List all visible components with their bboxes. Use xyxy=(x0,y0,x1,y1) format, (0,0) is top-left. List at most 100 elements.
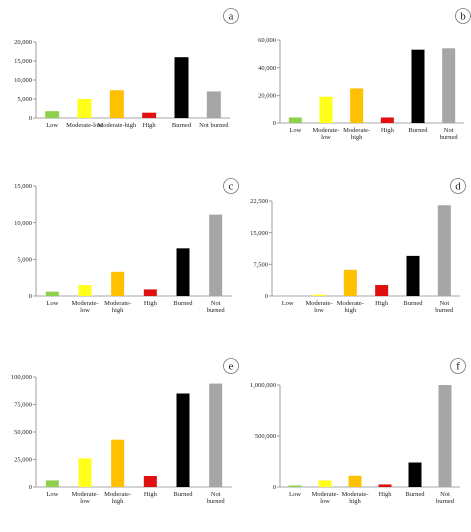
panel-badge-letter: d xyxy=(455,181,461,193)
chart-svg-a: 0 5,000 10,000 15,000 20,000 Low Moderate-lowM… xyxy=(14,8,239,129)
bar-not-burned xyxy=(437,205,451,296)
y-tick-label: 100,000 xyxy=(11,374,32,381)
bar-low xyxy=(288,485,302,487)
category-label: Moderate-high xyxy=(104,300,131,314)
bar-burned xyxy=(406,255,420,296)
category-label: Moderate-low xyxy=(71,491,98,505)
category-label: Moderate-low xyxy=(71,300,98,314)
y-tick-label: 50,000 xyxy=(14,429,32,436)
y-tick-label: 0 xyxy=(273,120,276,127)
panel-badge-circle xyxy=(223,8,239,24)
category-label: Low xyxy=(46,122,58,129)
y-tick-label: 40,000 xyxy=(258,65,276,72)
bar-moderate-high xyxy=(111,439,125,487)
category-label: Burned xyxy=(408,127,428,134)
category-label: Low xyxy=(289,491,301,498)
category-label: Moderate-high xyxy=(343,127,370,141)
bar-high xyxy=(143,476,157,487)
y-tick-label: 7,500 xyxy=(253,262,268,269)
panel-badge-circle xyxy=(223,358,239,374)
bar-low xyxy=(45,291,59,296)
y-tick-label: 20,000 xyxy=(258,93,276,100)
bar-moderate-low xyxy=(319,96,333,123)
panel-badge-letter: e xyxy=(229,361,234,373)
chart-panel-d: 0 7,500 15,000 22,500 Low Moderate-low Moderat… xyxy=(236,170,471,325)
category-label: Moderate-low xyxy=(305,300,332,314)
chart-svg-f: 0 500,000 1,000,000 Low Moderate-lowModerate… xyxy=(250,358,466,505)
panel-badge-circle xyxy=(223,178,239,194)
y-tick-label: 10,000 xyxy=(14,77,32,84)
category-label: Moderate-high xyxy=(337,300,364,314)
category-label: Burned xyxy=(405,491,425,498)
category-label: Burned xyxy=(173,491,193,498)
bar-moderate-high xyxy=(109,90,124,118)
chart-svg-d: 0 7,500 15,000 22,500 Low Moderate-low Moderat… xyxy=(250,178,466,314)
y-tick-label: 25,000 xyxy=(14,457,32,464)
panel-badge-letter: c xyxy=(229,181,234,193)
bar-low xyxy=(288,117,302,123)
chart-svg-e: 0 25,000 50,000 75,000 100,000 Low Moderate-lo… xyxy=(11,358,239,505)
category-label: Burned xyxy=(403,300,423,307)
bar-high xyxy=(378,484,392,487)
category-label: High xyxy=(379,491,393,498)
y-tick-label: 0 xyxy=(265,293,268,300)
y-tick-label: 0 xyxy=(29,293,32,300)
chart-panel-a: 0 5,000 10,000 15,000 20,000 Low Moderate-low M… xyxy=(0,0,240,150)
panel-badge-letter: f xyxy=(456,361,460,373)
bar-burned xyxy=(176,393,190,487)
bar-high xyxy=(380,117,394,123)
bar-not-burned xyxy=(206,91,221,118)
category-label: Low xyxy=(289,127,301,134)
chart-panel-e: 0 25,000 50,000 75,000 100,000 Low Moderate-lo… xyxy=(0,350,240,527)
y-tick-label: 0 xyxy=(29,115,32,122)
category-label: Not burned xyxy=(207,300,226,314)
chart-svg-b: 0 20,000 40,000 60,000 Low Moderate-low Modera… xyxy=(258,8,471,141)
panel-badge-letter: b xyxy=(460,11,466,23)
category-label: Burned xyxy=(172,122,192,129)
category-label: Not burned xyxy=(207,491,226,505)
category-label: Not burned xyxy=(436,491,455,505)
bar-high xyxy=(375,285,389,296)
bar-low xyxy=(45,480,59,487)
bar-moderate-high xyxy=(343,269,357,296)
category-label: Not burned xyxy=(199,122,229,129)
bar-not-burned xyxy=(438,385,452,487)
chart-panel-c: 0 5,000 10,000 15,000 Low Moderate-low Moderat… xyxy=(0,170,240,325)
y-tick-label: 5,000 xyxy=(17,257,32,264)
y-tick-label: 15,000 xyxy=(14,183,32,190)
category-label: High xyxy=(143,122,157,129)
y-tick-label: 15,000 xyxy=(250,230,268,237)
bar-moderate-low xyxy=(78,458,92,487)
chart-panel-f: 0 500,000 1,000,000 Low Moderate-low Moderate… xyxy=(236,350,471,527)
category-label: High xyxy=(375,300,389,307)
bar-moderate-high xyxy=(350,88,364,123)
bar-burned xyxy=(408,462,422,487)
category-label: Moderate-low xyxy=(66,122,103,129)
category-label: Moderate-low xyxy=(312,127,339,141)
bar-moderate-low xyxy=(78,285,92,296)
category-label: Moderate-high xyxy=(341,491,368,505)
category-label: Moderate-low xyxy=(311,491,338,505)
category-label: Low xyxy=(46,491,58,498)
bar-moderate-low xyxy=(77,99,92,118)
panel-badge-circle xyxy=(450,178,466,194)
y-tick-label: 22,500 xyxy=(250,198,268,205)
category-label: High xyxy=(144,300,158,307)
bar-not-burned xyxy=(209,214,223,296)
bar-burned xyxy=(411,49,425,123)
category-label: High xyxy=(381,127,395,134)
category-label: Low xyxy=(46,300,58,307)
bar-high xyxy=(142,112,157,118)
bar-burned xyxy=(174,57,189,118)
y-tick-label: 0 xyxy=(273,484,276,491)
y-tick-label: 1,000,000 xyxy=(250,382,276,389)
category-label: Burned xyxy=(173,300,193,307)
panel-badge-circle xyxy=(450,358,466,374)
bar-moderate-low xyxy=(312,294,326,296)
bar-moderate-high xyxy=(111,271,125,296)
category-label: High xyxy=(144,491,158,498)
y-tick-label: 5,000 xyxy=(17,96,32,103)
bar-not-burned xyxy=(442,48,456,123)
bar-high xyxy=(143,289,157,296)
